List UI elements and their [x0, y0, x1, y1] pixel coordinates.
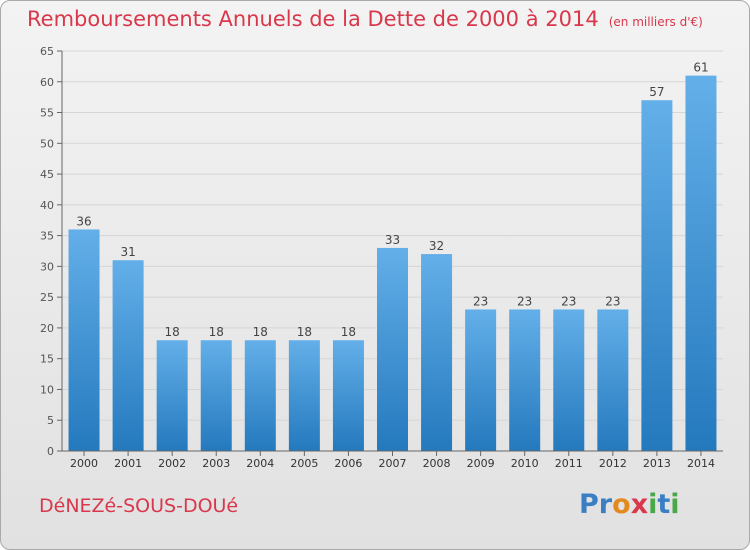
data-label-2008: 32: [429, 239, 444, 253]
logo-letter: t: [657, 489, 671, 520]
x-tick-label-2013: 2013: [643, 457, 671, 470]
x-tick-label-2006: 2006: [334, 457, 362, 470]
y-tick-label: 40: [40, 199, 54, 212]
y-tick-label: 30: [40, 260, 54, 273]
bar-2014[interactable]: [685, 75, 717, 451]
bar-2009[interactable]: [465, 309, 497, 451]
y-tick-label: 5: [47, 414, 54, 427]
x-tick-label-2002: 2002: [158, 457, 186, 470]
bar-2010[interactable]: [509, 309, 541, 451]
data-label-2000: 36: [76, 214, 91, 228]
data-label-2013: 57: [649, 85, 664, 99]
bar-2007[interactable]: [377, 247, 408, 451]
y-tick-label: 60: [40, 76, 54, 89]
bar-2004[interactable]: [244, 340, 276, 451]
data-label-2003: 18: [209, 325, 224, 339]
x-tick-label-2003: 2003: [202, 457, 230, 470]
y-tick-label: 20: [40, 322, 54, 335]
chart-title: Remboursements Annuels de la Dette de 20…: [27, 7, 703, 31]
proxiti-logo[interactable]: Proxiti: [579, 489, 680, 520]
chart-title-text: Remboursements Annuels de la Dette de 20…: [27, 7, 599, 31]
bar-2002[interactable]: [156, 340, 188, 451]
x-tick-label-2010: 2010: [511, 457, 539, 470]
bar-2013[interactable]: [641, 100, 673, 451]
bar-2000[interactable]: [68, 229, 100, 451]
y-tick-label: 10: [40, 383, 54, 396]
x-tick-label-2008: 2008: [423, 457, 451, 470]
logo-letter: P: [579, 489, 599, 520]
x-tick-label-2012: 2012: [599, 457, 627, 470]
bar-2006[interactable]: [332, 340, 364, 451]
x-tick-label-2007: 2007: [379, 457, 407, 470]
y-tick-label: 35: [40, 230, 54, 243]
city-name: DéNEZé-SOUS-DOUé: [39, 495, 239, 517]
data-label-2011: 23: [561, 294, 576, 308]
bar-2011[interactable]: [553, 309, 585, 451]
x-tick-label-2011: 2011: [555, 457, 583, 470]
data-label-2014: 61: [693, 61, 708, 75]
y-tick-label: 15: [40, 353, 54, 366]
x-tick-label-2014: 2014: [687, 457, 715, 470]
bar-2003[interactable]: [200, 340, 232, 451]
x-tick-label-2009: 2009: [467, 457, 495, 470]
data-label-2007: 33: [385, 233, 400, 247]
logo-letter: i: [670, 489, 680, 520]
y-tick-label: 0: [47, 445, 54, 458]
logo-letter: x: [630, 489, 649, 520]
y-tick-label: 50: [40, 137, 54, 150]
logo-letter: o: [612, 489, 631, 520]
y-tick-label: 65: [40, 45, 54, 58]
x-tick-label-2004: 2004: [246, 457, 274, 470]
bar-2001[interactable]: [112, 260, 144, 451]
data-label-2005: 18: [297, 325, 312, 339]
bar-2012[interactable]: [597, 309, 629, 451]
y-tick-label: 45: [40, 168, 54, 181]
x-tick-label-2001: 2001: [114, 457, 142, 470]
x-tick-label-2000: 2000: [70, 457, 98, 470]
unit-note: (en milliers d'€): [608, 15, 703, 29]
y-tick-label: 55: [40, 107, 54, 120]
data-label-2004: 18: [253, 325, 268, 339]
data-label-2010: 23: [517, 294, 532, 308]
logo-letter: r: [598, 489, 613, 520]
x-tick-label-2005: 2005: [290, 457, 318, 470]
logo-letter: i: [648, 489, 658, 520]
data-label-2009: 23: [473, 294, 488, 308]
bar-2008[interactable]: [421, 254, 453, 451]
data-label-2002: 18: [165, 325, 180, 339]
data-label-2006: 18: [341, 325, 356, 339]
bar-2005[interactable]: [288, 340, 320, 451]
y-tick-label: 25: [40, 291, 54, 304]
data-label-2001: 31: [120, 245, 135, 259]
data-label-2012: 23: [605, 294, 620, 308]
